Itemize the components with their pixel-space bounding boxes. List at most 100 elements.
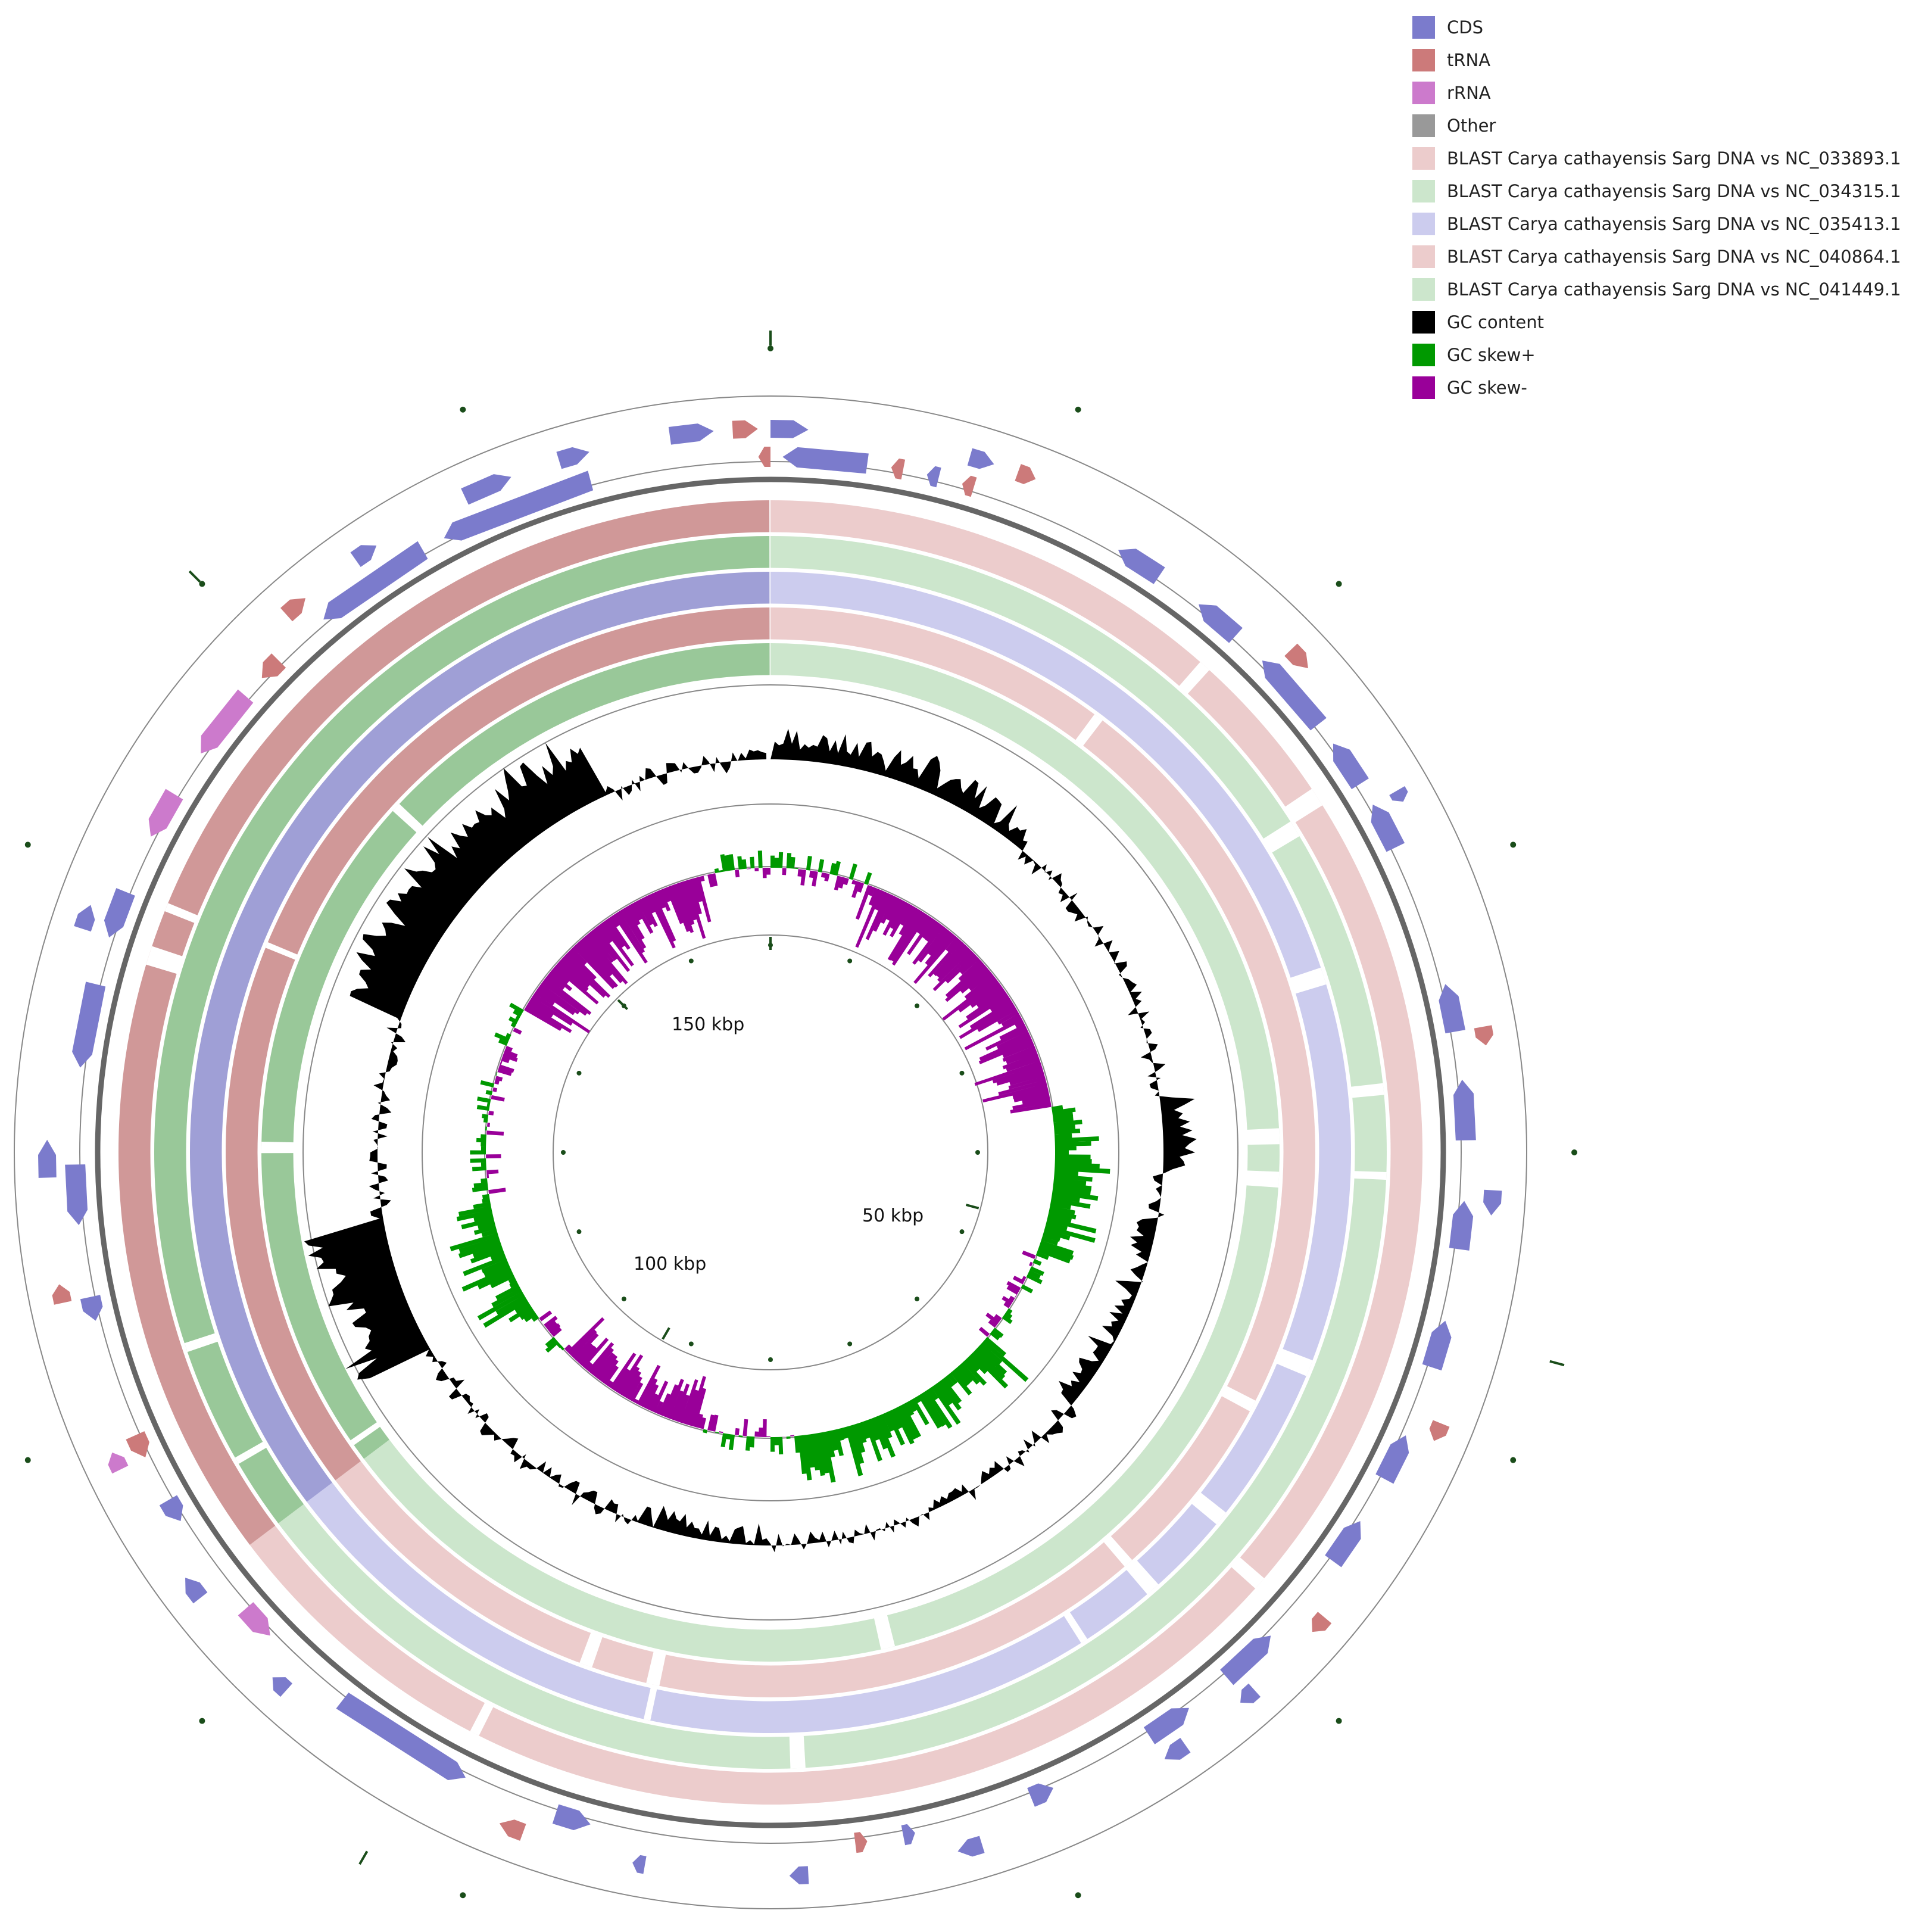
inner-major-tick (617, 999, 628, 1010)
legend-label: BLAST Carya cathayensis Sarg DNA vs NC_0… (1447, 148, 1901, 169)
legend-label: CDS (1447, 17, 1483, 38)
trna-feature (891, 458, 906, 480)
outer-tick-dot (1075, 1892, 1081, 1899)
inner-tick-dot (688, 1341, 694, 1347)
blast-ring-segment (154, 536, 770, 1523)
outer-tick-dot (460, 406, 466, 413)
trna-feature (1312, 1612, 1332, 1632)
cds-feature (1027, 1783, 1054, 1807)
blast-gap (470, 1702, 494, 1736)
blast-separator (186, 568, 1355, 1737)
backbone-circle (95, 476, 1446, 1828)
cds-feature (72, 981, 106, 1068)
cds-feature (967, 448, 994, 469)
outer-major-tick (1549, 1360, 1565, 1367)
blast-gap (1126, 1560, 1159, 1594)
outer-tick-dot (1571, 1149, 1577, 1155)
inner-major-tick (965, 1204, 979, 1210)
blast-gap (265, 942, 298, 960)
inner-tick-dot (576, 1229, 582, 1235)
blast-gap (1221, 1385, 1256, 1411)
cds-feature (1422, 1320, 1452, 1371)
inner-tick-dot (561, 1150, 566, 1155)
cds-feature (1389, 786, 1408, 802)
inner-tick-dot (576, 1070, 582, 1076)
scale-label-100kbp: 100 kbp (634, 1254, 706, 1275)
trna-feature (854, 1832, 868, 1853)
gc-skew-minus-plot (486, 868, 1052, 1437)
cds-feature (74, 905, 95, 932)
blast-gap (392, 803, 423, 833)
blast-gap (643, 1687, 657, 1721)
blast-gap (1290, 967, 1327, 994)
trna-feature (1429, 1420, 1450, 1441)
scale-labels: 50 kbp 100 kbp 150 kbp (634, 1014, 924, 1275)
blast-gap (184, 1333, 219, 1353)
blast-gap (789, 1735, 806, 1769)
legend-label: BLAST Carya cathayensis Sarg DNA vs NC_0… (1447, 213, 1901, 234)
inner-tick-dot (915, 1297, 920, 1302)
rrna-feature (201, 689, 254, 754)
cds-feature (1240, 1683, 1261, 1703)
trna-feature (1284, 643, 1308, 669)
blast-gap (1246, 1170, 1280, 1188)
trna-feature (261, 653, 286, 678)
legend-item: rRNA (1412, 76, 1924, 109)
inner-tick-dot (847, 1341, 853, 1347)
blast-gap (1276, 1348, 1313, 1376)
inner-tick-dot (959, 1229, 965, 1235)
legend-label: rRNA (1447, 82, 1491, 103)
cds-feature (104, 888, 135, 938)
trna-feature (732, 420, 758, 439)
trna-feature (758, 447, 770, 468)
legend-swatch (1412, 179, 1435, 202)
legend-label: BLAST Carya cathayensis Sarg DNA vs NC_0… (1447, 180, 1901, 201)
blast-ring-segment (261, 643, 770, 1459)
blast-gap (1231, 1557, 1265, 1589)
inner-major-tick (662, 1327, 670, 1340)
tick-marks (24, 331, 1577, 1899)
cds-feature (461, 474, 511, 505)
cds-feature (957, 1836, 985, 1857)
blast-gap (646, 1651, 666, 1686)
blast-gap (1063, 1611, 1088, 1643)
blast-gap (1284, 789, 1322, 823)
cds-feature (668, 423, 714, 445)
rrna-feature (148, 789, 183, 837)
cds-feature (1453, 1079, 1476, 1140)
cds-feature (1449, 1201, 1474, 1251)
blast-gap (1246, 1128, 1280, 1145)
legend-label: tRNA (1447, 49, 1491, 70)
cds-feature (38, 1139, 57, 1178)
inner-tick-dot (847, 958, 853, 964)
inner-tick-dot (688, 958, 694, 964)
cds-feature (185, 1578, 208, 1604)
trna-feature (1015, 464, 1036, 484)
trna-feature (1474, 1025, 1494, 1046)
blast-gap (1178, 662, 1209, 694)
trna-feature (280, 598, 306, 622)
cds-feature (632, 1855, 647, 1874)
blast-gap (1262, 821, 1300, 853)
trna-feature (962, 475, 977, 497)
cds-feature (1143, 1707, 1189, 1744)
inner-tick-dot (621, 1297, 626, 1302)
legend-label: BLAST Carya cathayensis Sarg DNA vs NC_0… (1447, 246, 1901, 267)
outer-tick-dot (768, 345, 773, 351)
legend-swatch (1412, 310, 1435, 334)
rrna-feature (238, 1602, 270, 1636)
blast-gap (146, 946, 183, 974)
cds-feature (272, 1677, 293, 1697)
blast-ring-segment (189, 572, 770, 1502)
legend-item: BLAST Carya cathayensis Sarg DNA vs NC_0… (1412, 240, 1924, 273)
legend-item: BLAST Carya cathayensis Sarg DNA vs NC_0… (1412, 142, 1924, 174)
legend-item: BLAST Carya cathayensis Sarg DNA vs NC_0… (1412, 207, 1924, 240)
ring-line (14, 395, 1527, 1909)
legend-swatch (1412, 81, 1435, 104)
cds-feature (1439, 984, 1465, 1034)
cds-feature (1371, 805, 1405, 852)
cds-feature (1199, 604, 1243, 643)
legend: CDS tRNA rRNA Other BLAST Carya cathayensis … (1412, 11, 1924, 404)
outer-tick-dot (460, 1892, 466, 1899)
blast-gap (873, 1614, 896, 1650)
